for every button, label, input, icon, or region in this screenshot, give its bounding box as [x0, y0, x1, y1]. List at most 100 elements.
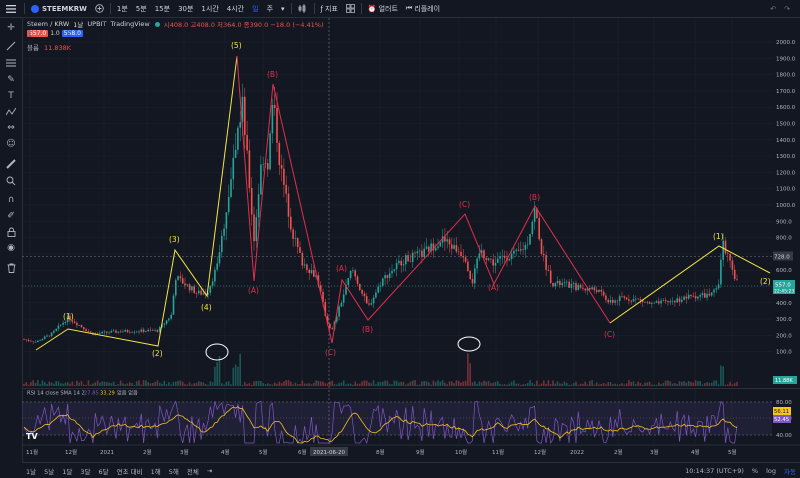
candle-body: [600, 289, 603, 292]
log-toggle[interactable]: log: [766, 466, 777, 475]
volume-bar: [582, 383, 584, 386]
volume-bar: [299, 383, 301, 386]
candle-body: [393, 269, 396, 271]
range-1d[interactable]: 1날: [26, 467, 37, 476]
indicators-button[interactable]: ƒ 지표: [317, 0, 342, 17]
templates-icon[interactable]: [342, 0, 359, 17]
clock[interactable]: 10:14:37 (UTC+9): [685, 466, 744, 475]
volume-bar: [48, 381, 51, 386]
volume-bar: [71, 381, 74, 386]
crosshair-icon[interactable]: ✛: [7, 23, 15, 33]
range-6m[interactable]: 6달: [98, 467, 109, 476]
candle-body: [531, 221, 534, 235]
trash-icon[interactable]: [5, 262, 17, 274]
time-tick: 10월: [455, 448, 467, 456]
icons-tool-icon[interactable]: ☺: [6, 139, 16, 149]
candle-body: [319, 285, 322, 292]
candle-body: [135, 331, 138, 333]
replay-button[interactable]: ⏮ 리플레이: [402, 0, 444, 17]
tf-5m[interactable]: 5분: [135, 4, 147, 13]
auto-toggle[interactable]: 자동: [784, 467, 796, 476]
candle-body: [556, 280, 559, 284]
candle-body: [292, 229, 294, 239]
measure-icon[interactable]: ⇔: [7, 123, 15, 133]
candle-body: [248, 150, 251, 188]
ask-badge[interactable]: 558.0: [61, 30, 83, 37]
alert-button[interactable]: ⏰ 얼러트: [364, 0, 402, 17]
bid-badge[interactable]: 557.0: [27, 30, 49, 37]
ruler-icon[interactable]: [5, 158, 17, 170]
volume-bar: [416, 384, 419, 386]
range-5d[interactable]: 5날: [44, 467, 55, 476]
volume-bar: [398, 382, 400, 386]
zoom-icon[interactable]: [5, 175, 17, 187]
candle-body: [308, 269, 310, 274]
volume-bar: [308, 383, 310, 386]
range-1m[interactable]: 1달: [62, 467, 73, 476]
compare-icon[interactable]: [91, 0, 108, 17]
candle-body: [71, 320, 74, 322]
tf-1h[interactable]: 1시간: [201, 4, 219, 13]
stay-drawing-icon[interactable]: ✐: [7, 211, 15, 221]
candle-body: [395, 263, 398, 270]
candle-body: [612, 300, 614, 303]
range-3m[interactable]: 3달: [80, 467, 91, 476]
range-ytd[interactable]: 연초 대비: [116, 467, 143, 476]
volume-bar: [708, 382, 711, 386]
candle-body: [685, 296, 688, 299]
time-tick: 9월: [416, 448, 425, 456]
candle-body: [230, 179, 232, 197]
percent-toggle[interactable]: %: [751, 466, 759, 475]
volume-bar: [632, 381, 635, 386]
candle-body: [138, 331, 140, 333]
symbol-legend: Steem / KRW 1날 UPBIT TradingView 시408.0 …: [27, 19, 324, 29]
tf-1d[interactable]: 일: [252, 4, 259, 13]
range-all[interactable]: 전체: [186, 467, 199, 476]
volume-bar: [457, 380, 460, 386]
main-price-chart[interactable]: (1) (2) (3) (4) (5) (1) (2) (A) (B) (C) (A) (B) (C) (…: [22, 18, 800, 462]
chart-type-icon[interactable]: [294, 0, 312, 17]
range-5y[interactable]: 5해: [168, 467, 179, 476]
time-axis[interactable]: 11월 12월 2021 2월 3월 4월 5월 6월 8월 9월 10월 11월 12월 2022 2월 3…: [26, 448, 737, 456]
pattern-icon[interactable]: [5, 106, 17, 118]
volume-bar: [478, 381, 481, 386]
volume-bar: [53, 383, 55, 386]
price-tick: 1400.0: [776, 138, 796, 144]
tf-4h[interactable]: 4시간: [226, 4, 245, 13]
fib-icon[interactable]: [5, 57, 17, 69]
candle-body: [526, 244, 529, 246]
goto-date-icon[interactable]: ⇥: [206, 466, 213, 475]
eye-icon[interactable]: ◉: [7, 243, 15, 253]
symbol-search-button[interactable]: STEEMKRW: [27, 0, 91, 17]
magnet-icon[interactable]: ∩: [7, 195, 15, 205]
volume-bar: [704, 383, 706, 386]
candle-body: [145, 331, 147, 332]
price-axis[interactable]: 2000.0 1900.0 1800.0 1700.0 1600.0 1500.0 1400…: [776, 40, 796, 356]
redo-icon[interactable]: ↷: [784, 4, 790, 13]
text-icon[interactable]: T: [8, 91, 14, 101]
dropdown-icon[interactable]: ▾: [281, 4, 285, 13]
undo-icon[interactable]: ↶: [770, 4, 777, 13]
tf-1w[interactable]: 주: [266, 4, 274, 13]
candle-body: [457, 251, 460, 253]
tf-15m[interactable]: 15분: [154, 4, 171, 13]
trendline-icon[interactable]: [5, 40, 17, 52]
candle-body: [418, 250, 421, 252]
candle-body: [336, 316, 338, 322]
tf-30m[interactable]: 30분: [178, 4, 194, 13]
menu-icon[interactable]: [0, 0, 22, 17]
candle-body: [492, 259, 494, 266]
candle-body: [660, 300, 662, 304]
candle-body: [579, 284, 582, 288]
brush-icon[interactable]: ✎: [7, 75, 15, 85]
volume-bar: [593, 384, 596, 386]
volume-bar: [722, 366, 724, 386]
volume-bar: [570, 384, 573, 386]
range-1y[interactable]: 1해: [150, 467, 161, 476]
candle-body: [313, 270, 315, 277]
candle-body: [195, 293, 198, 294]
candle-body: [221, 235, 223, 253]
candle-body: [628, 299, 630, 301]
tf-1m[interactable]: 1분: [116, 4, 128, 13]
lock-icon[interactable]: [5, 226, 17, 238]
